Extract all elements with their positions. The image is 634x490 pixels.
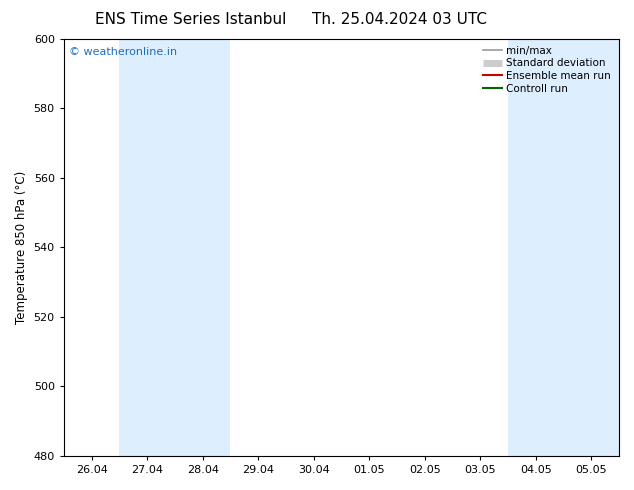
- Text: ENS Time Series Istanbul: ENS Time Series Istanbul: [94, 12, 286, 27]
- Text: © weatheronline.in: © weatheronline.in: [69, 47, 178, 57]
- Y-axis label: Temperature 850 hPa (°C): Temperature 850 hPa (°C): [15, 171, 28, 324]
- Bar: [119, 39, 230, 456]
- Text: Th. 25.04.2024 03 UTC: Th. 25.04.2024 03 UTC: [312, 12, 487, 27]
- Bar: [508, 39, 619, 456]
- Legend: min/max, Standard deviation, Ensemble mean run, Controll run: min/max, Standard deviation, Ensemble me…: [483, 46, 611, 94]
